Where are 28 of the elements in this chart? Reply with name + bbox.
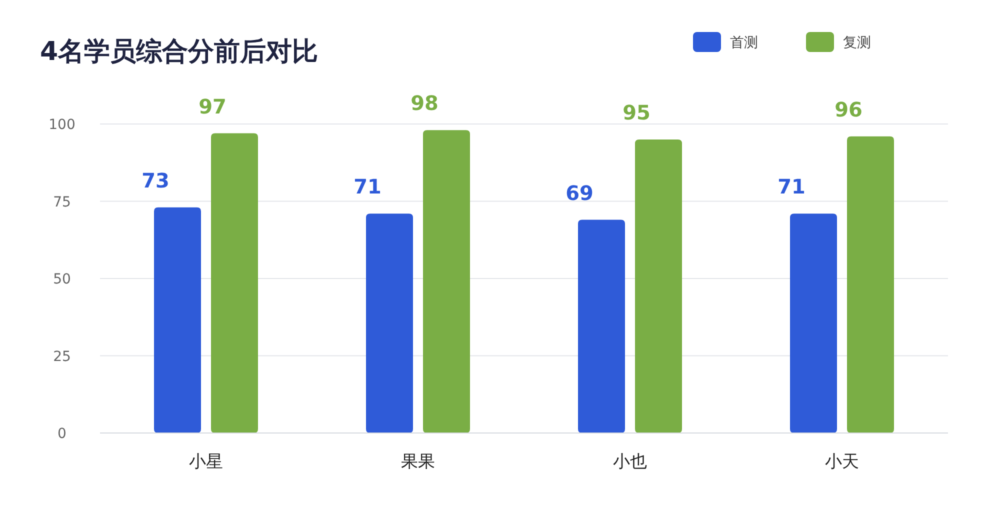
bar — [578, 220, 625, 433]
y-tick-label: 100 — [48, 117, 76, 133]
y-tick-label: 75 — [53, 194, 71, 210]
bar — [211, 133, 258, 433]
bar — [790, 214, 837, 433]
bar — [847, 136, 894, 433]
bar — [154, 207, 201, 433]
data-label: 96 — [834, 97, 862, 122]
data-label: 69 — [566, 180, 594, 205]
legend-label: 复测 — [843, 35, 871, 51]
y-tick-label: 25 — [53, 348, 71, 365]
x-tick-label: 小星 — [189, 452, 223, 472]
data-label: 97 — [198, 94, 226, 118]
data-label: 71 — [354, 174, 382, 199]
bar — [366, 214, 413, 433]
y-tick-label: 50 — [53, 272, 71, 288]
x-tick-label: 果果 — [401, 452, 435, 472]
x-tick-label: 小天 — [825, 452, 859, 472]
bar — [423, 130, 470, 433]
x-tick-label: 小也 — [613, 452, 647, 472]
bar — [635, 139, 682, 433]
legend-label: 首测 — [730, 35, 758, 51]
chart-title: 4名学员综合分前后对比 — [40, 37, 318, 67]
data-label: 98 — [410, 91, 438, 116]
data-label: 95 — [622, 100, 650, 124]
data-label: 73 — [142, 168, 170, 192]
data-label: 71 — [778, 174, 806, 199]
y-tick-label: 0 — [58, 426, 66, 442]
